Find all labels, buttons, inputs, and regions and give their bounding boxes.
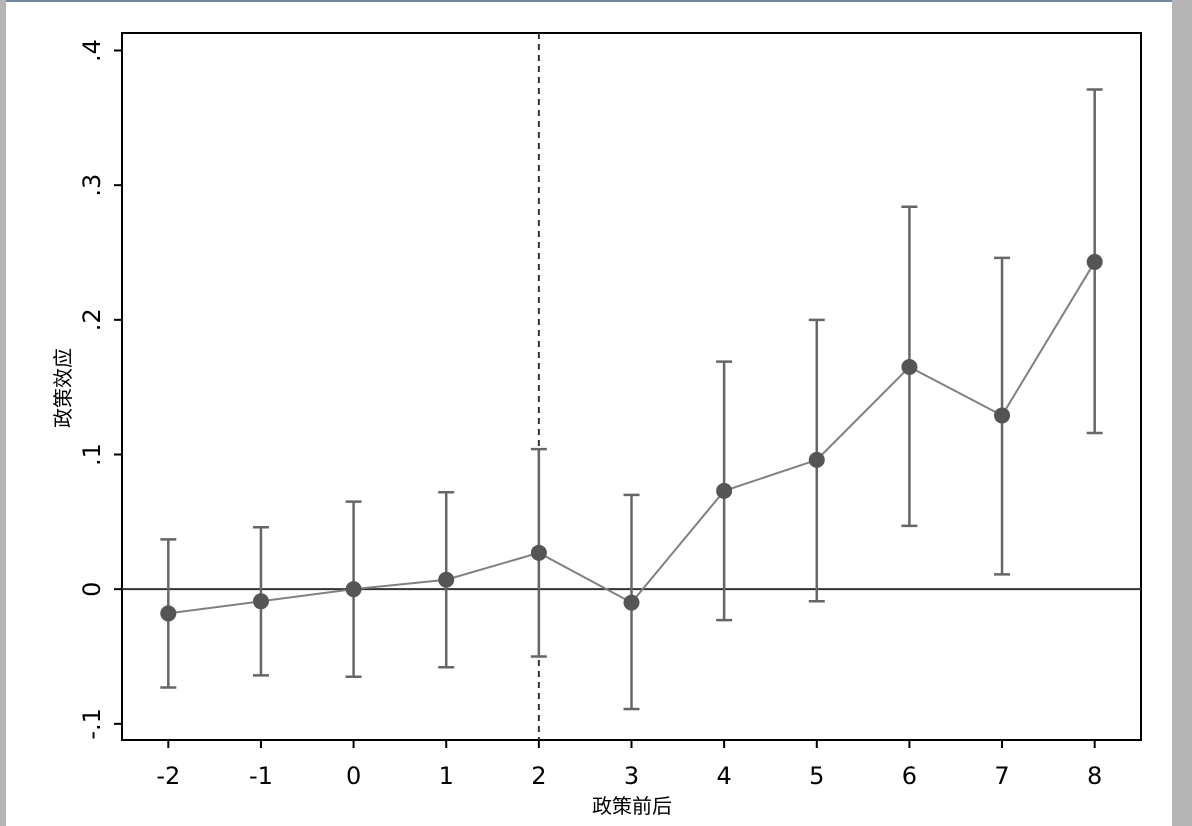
data-point-6 xyxy=(716,482,733,499)
x-tick-label-9: 7 xyxy=(994,762,1009,790)
x-tick-label-0: -2 xyxy=(156,762,180,790)
data-point-2 xyxy=(345,581,362,598)
y-tick-label-0: -.1 xyxy=(78,708,106,740)
window-right-scrollbar[interactable] xyxy=(1172,0,1192,826)
y-tick-label-1: 0 xyxy=(78,582,106,597)
data-point-0 xyxy=(160,605,177,622)
data-point-8 xyxy=(901,358,918,375)
x-tick-label-5: 3 xyxy=(624,762,639,790)
window-top-border xyxy=(0,0,1192,2)
y-axis-title: 政策效应 xyxy=(51,348,75,428)
x-tick-label-8: 6 xyxy=(902,762,917,790)
y-tick-label-4: .3 xyxy=(78,174,106,197)
y-tick-label-5: .4 xyxy=(78,39,106,62)
x-tick-label-2: 0 xyxy=(346,762,361,790)
data-point-4 xyxy=(530,544,547,561)
window-left-border xyxy=(0,0,6,826)
y-axis: -.1 0 .1 .2 .3 .4 xyxy=(78,39,122,740)
x-tick-label-4: 2 xyxy=(531,762,546,790)
data-point-5 xyxy=(623,594,640,611)
data-point-1 xyxy=(252,593,269,610)
data-point-3 xyxy=(438,571,455,588)
data-point-7 xyxy=(808,451,825,468)
x-tick-label-3: 1 xyxy=(439,762,454,790)
x-axis-title: 政策前后 xyxy=(592,794,672,818)
x-tick-label-1: -1 xyxy=(249,762,273,790)
data-point-9 xyxy=(994,407,1011,424)
x-tick-label-7: 5 xyxy=(809,762,824,790)
y-tick-label-3: .2 xyxy=(78,308,106,331)
x-tick-label-10: 8 xyxy=(1087,762,1102,790)
x-axis: -2 -1 0 1 2 3 4 5 6 7 8 xyxy=(156,740,1102,790)
data-points xyxy=(160,253,1103,622)
y-tick-label-2: .1 xyxy=(78,443,106,466)
x-tick-label-6: 4 xyxy=(716,762,731,790)
data-point-10 xyxy=(1086,253,1103,270)
